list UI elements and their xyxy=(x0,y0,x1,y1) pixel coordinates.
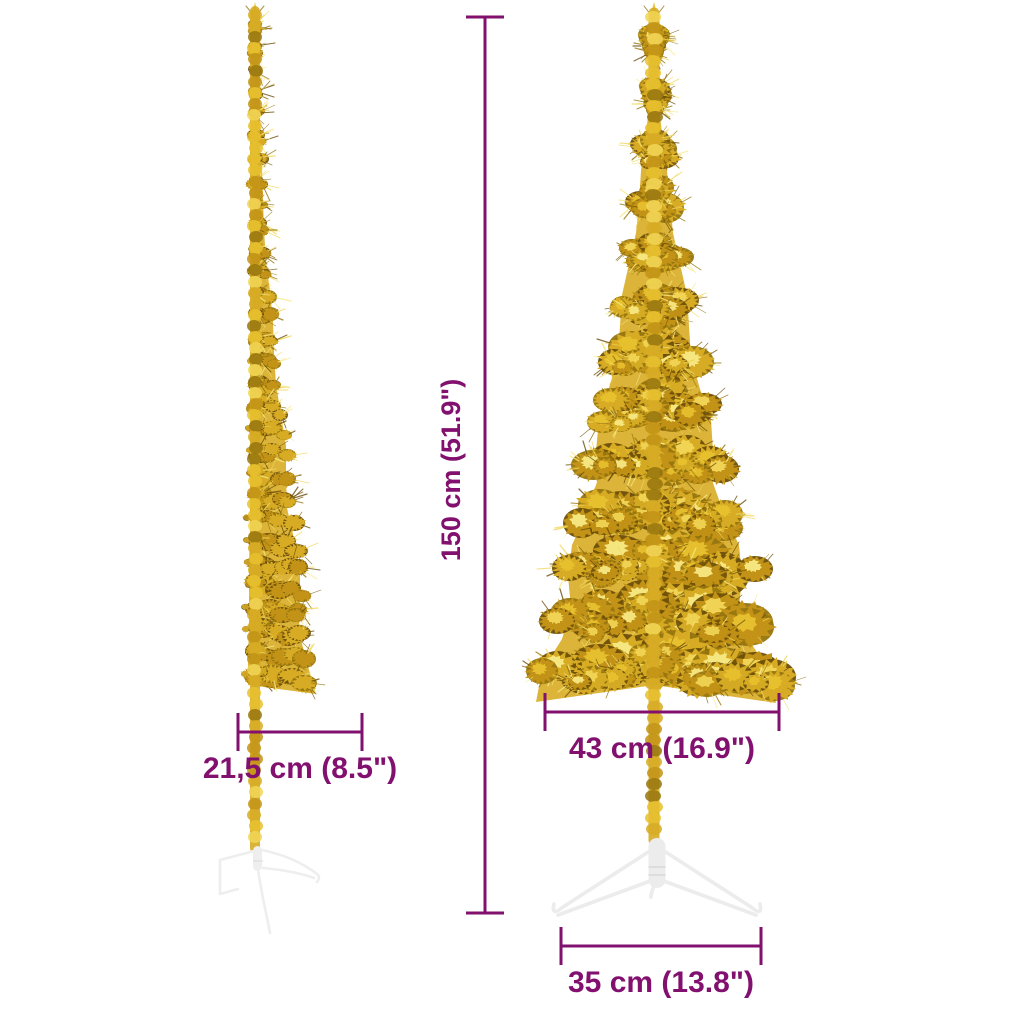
svg-text:21,5 cm (8.5"): 21,5 cm (8.5") xyxy=(203,752,397,785)
svg-text:150 cm (51.9"): 150 cm (51.9") xyxy=(436,379,466,561)
svg-text:35 cm (13.8"): 35 cm (13.8") xyxy=(568,966,754,999)
svg-text:43 cm (16.9"): 43 cm (16.9") xyxy=(569,732,755,765)
